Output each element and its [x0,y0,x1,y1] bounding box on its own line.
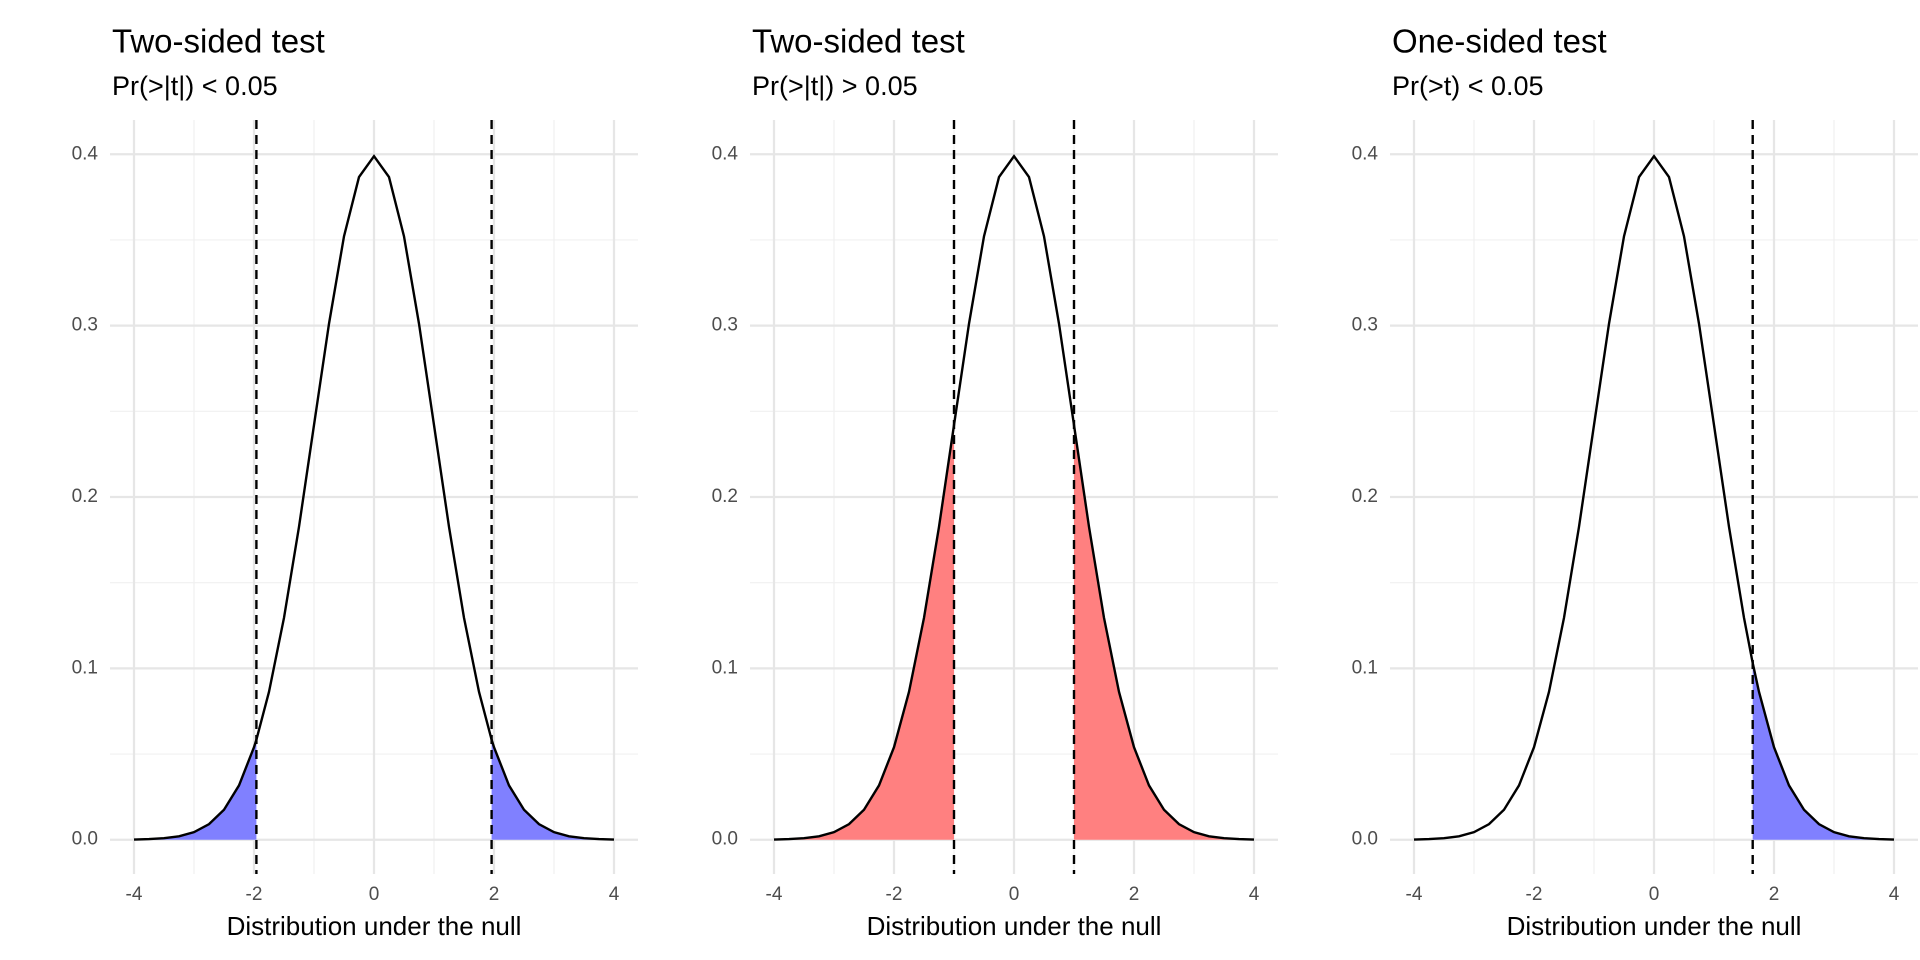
x-tick-label: -4 [1406,884,1423,905]
x-tick-label: -2 [246,884,263,905]
y-tick-label: 0.4 [1352,143,1379,164]
x-tick-label: -4 [126,884,143,905]
y-tick-label: 0.4 [712,143,739,164]
y-tick-label: 0.1 [72,657,98,678]
shaded-area [774,425,954,840]
panel-subtitle: Pr(>t) < 0.05 [1392,71,1544,101]
density-line [133,154,615,841]
panel-subtitle: Pr(>|t|) > 0.05 [752,71,918,101]
x-tick-label: -2 [886,884,903,905]
density-line [773,154,1255,841]
x-tick-label: 2 [1129,884,1140,905]
panel-title: Two-sided test [752,23,965,60]
y-tick-label: 0.2 [72,486,98,507]
x-tick-label: 2 [1769,884,1780,905]
y-tick-label: 0.4 [72,143,99,164]
y-tick-label: 0.3 [72,315,98,336]
density-line [1413,154,1895,841]
shaded-area [1752,663,1894,840]
x-axis-title: Distribution under the null [867,911,1162,941]
shaded-area [491,739,614,840]
y-tick-label: 0.2 [1352,486,1378,507]
panel-title: One-sided test [1392,23,1607,60]
x-tick-label: 0 [1009,884,1020,905]
y-tick-label: 0.1 [712,657,738,678]
y-tick-label: 0.0 [72,829,98,850]
x-axis-title: Distribution under the null [227,911,522,941]
x-tick-label: 0 [1649,884,1660,905]
y-tick-label: 0.3 [1352,315,1378,336]
shaded-area [1074,425,1254,840]
x-tick-label: 4 [1249,884,1260,905]
y-tick-label: 0.3 [712,315,738,336]
x-axis-title: Distribution under the null [1507,911,1802,941]
x-tick-label: 2 [489,884,500,905]
panel-title: Two-sided test [112,23,325,60]
y-tick-label: 0.1 [1352,657,1378,678]
panel-subtitle: Pr(>|t|) < 0.05 [112,71,278,101]
x-tick-label: -2 [1526,884,1543,905]
x-tick-label: -4 [766,884,783,905]
shaded-area [134,739,257,840]
x-tick-label: 4 [1889,884,1900,905]
x-tick-label: 0 [369,884,380,905]
y-tick-label: 0.2 [712,486,738,507]
x-tick-label: 4 [609,884,620,905]
y-tick-label: 0.0 [1352,829,1378,850]
y-tick-label: 0.0 [712,829,738,850]
